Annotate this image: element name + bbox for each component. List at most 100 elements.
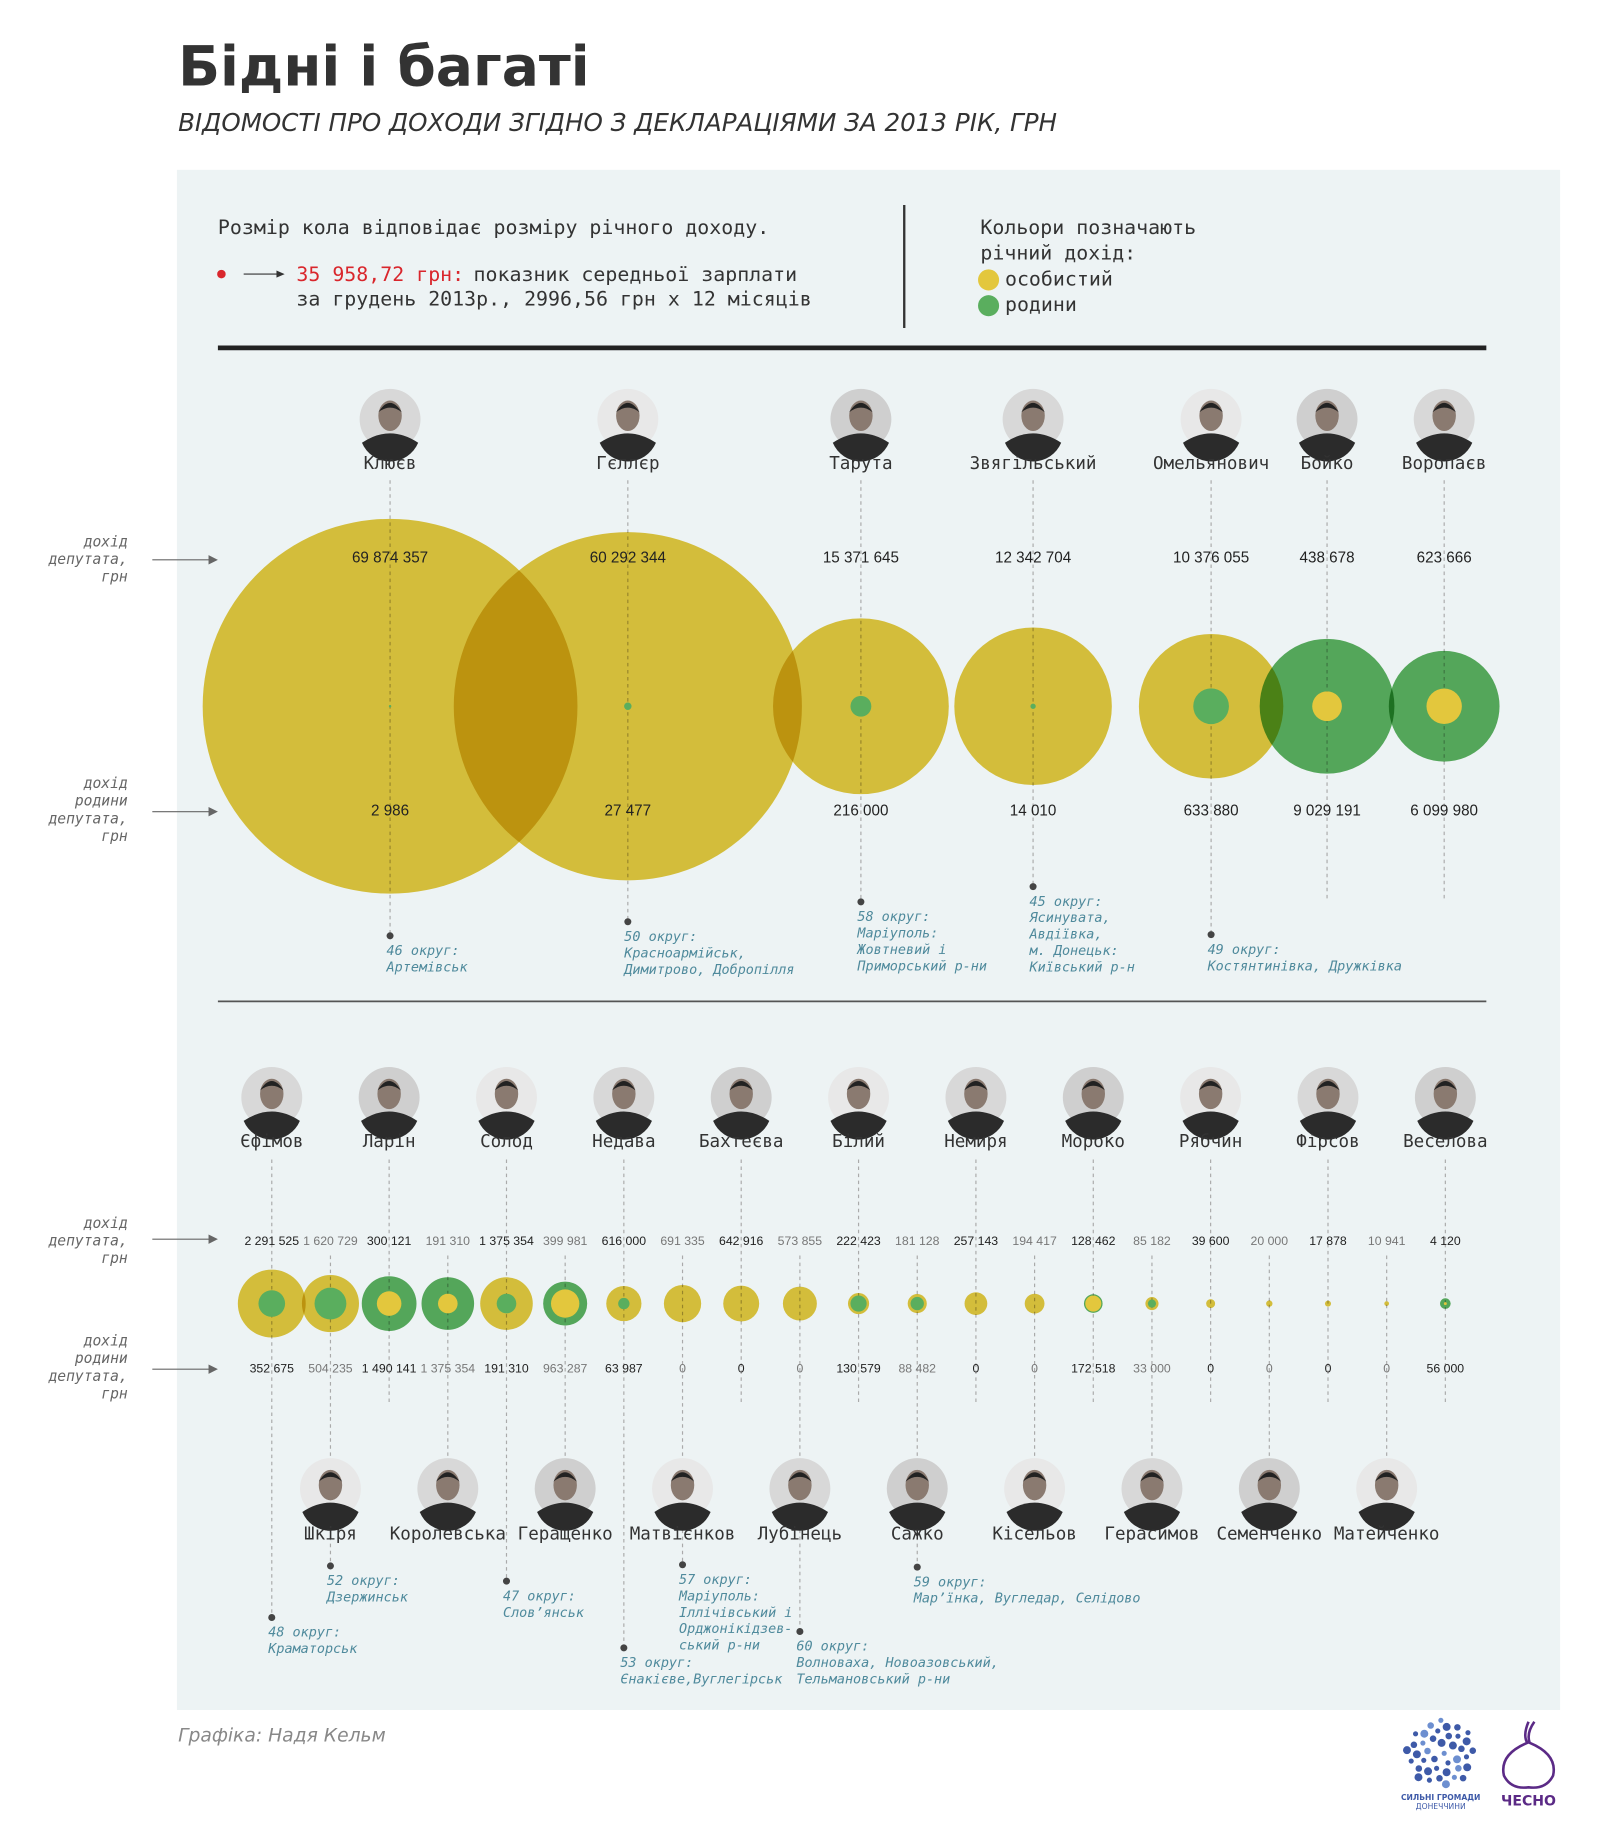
- photo-hair: [1140, 1472, 1164, 1482]
- photo-hair: [1315, 402, 1339, 413]
- district-dot: [502, 1577, 511, 1585]
- family-income: [1147, 1299, 1157, 1308]
- value-label: 128 462: [1071, 1234, 1116, 1248]
- value-label: 1 490 141: [362, 1361, 417, 1375]
- deputy-name: Герасимов: [1104, 1524, 1199, 1544]
- logo-dot: [1427, 1722, 1434, 1729]
- legend-text: показник середньої зарплати: [474, 263, 798, 286]
- value-label: 2 986: [371, 803, 409, 820]
- photo-hair: [1081, 1081, 1105, 1091]
- axis-label: грн: [101, 1385, 128, 1402]
- logo-dot: [1412, 1750, 1421, 1759]
- deputy-name: Недава: [592, 1132, 655, 1152]
- deputy-name: Ларін: [363, 1132, 416, 1152]
- photo-shoulders: [1416, 433, 1473, 462]
- photo-hair: [1316, 1081, 1340, 1091]
- deputy-name: Бахтеєва: [699, 1132, 784, 1152]
- value-label: 300 121: [367, 1234, 412, 1248]
- personal-income: [964, 1292, 988, 1315]
- logo-dot: [1453, 1755, 1462, 1764]
- district-label: Приморський р-ни: [856, 959, 987, 974]
- photo-shoulders: [361, 1111, 418, 1140]
- photo-hair: [964, 1081, 988, 1091]
- personal-income: [1443, 1302, 1447, 1306]
- photo: [945, 1066, 1007, 1140]
- value-label: 0: [796, 1361, 803, 1375]
- value-label: 0: [1325, 1361, 1332, 1375]
- logo-garlic: [1501, 1720, 1556, 1789]
- deputy-name: Семенченко: [1216, 1524, 1322, 1544]
- logo-text: ЧЕСНО: [1501, 1793, 1556, 1809]
- personal-income: [1312, 691, 1342, 722]
- photo-shoulders: [1123, 1502, 1181, 1531]
- value-label: 14 010: [1010, 803, 1057, 820]
- district-label: Ясинувата,: [1029, 911, 1111, 926]
- district-dot: [268, 1613, 276, 1621]
- subtitle: ВІДОМОСТІ ПРО ДОХОДИ ЗГІДНО З ДЕКЛАРАЦІЯ…: [178, 108, 1057, 137]
- logo-dot: [1455, 1733, 1461, 1739]
- photo-shoulders: [1006, 1502, 1063, 1531]
- photo-shoulders: [1358, 1502, 1415, 1531]
- arrow-head: [208, 1364, 218, 1374]
- photo-hair: [670, 1472, 695, 1482]
- district-label: Маріуполь:: [678, 1589, 760, 1604]
- logo-dot: [1429, 1735, 1437, 1742]
- photo-shoulders: [947, 1111, 1005, 1140]
- deputy-name: Солод: [480, 1132, 533, 1152]
- deputy-name: Королевська: [390, 1524, 506, 1544]
- value-label: 352 675: [250, 1361, 295, 1375]
- district-label: Артемівськ: [386, 960, 469, 975]
- district-label: Костянтинівка, Дружківка: [1207, 959, 1402, 974]
- logo-dot: [1458, 1745, 1465, 1753]
- photo-shoulders: [599, 433, 656, 462]
- photo-hair: [1374, 1472, 1399, 1482]
- district-label: Мар’їнка, Вугледар, Селідово: [913, 1592, 1141, 1607]
- logo-dot: [1424, 1767, 1433, 1776]
- axis-label: депутата,: [47, 810, 127, 827]
- deputy-name: Геращенко: [518, 1524, 613, 1544]
- value-label: 172 518: [1071, 1361, 1116, 1375]
- photo-hair: [1432, 402, 1456, 413]
- deputy-name: Лубінець: [758, 1524, 843, 1544]
- photo-shoulders: [1417, 1111, 1474, 1140]
- photo-shoulders: [1065, 1111, 1122, 1140]
- logo-dot: [1462, 1737, 1471, 1746]
- logo-text: СИЛЬНІ ГРОМАДИ: [1401, 1793, 1480, 1802]
- photo: [1356, 1458, 1418, 1531]
- logo-text: ДОНЕЧЧИНИ: [1416, 1802, 1466, 1811]
- logo-dot: [1437, 1738, 1446, 1747]
- value-label: 1 375 354: [479, 1234, 534, 1248]
- photo-shoulders: [713, 1111, 770, 1140]
- value-label: 573 855: [778, 1234, 823, 1248]
- photo-shoulders: [889, 1502, 946, 1531]
- family-income: [314, 1287, 347, 1320]
- value-label: 181 128: [895, 1234, 940, 1248]
- photo-shoulders: [361, 433, 419, 462]
- district-label: 48 округ:: [268, 1626, 341, 1641]
- photo: [828, 1066, 890, 1140]
- value-label: 191 310: [426, 1234, 471, 1248]
- value-label: 69 874 357: [352, 550, 428, 567]
- logo-dot: [1459, 1774, 1467, 1782]
- photo-hair: [1257, 1472, 1282, 1482]
- value-label: 642 916: [719, 1234, 764, 1248]
- district-label: Красноармійськ,: [623, 946, 746, 961]
- photo-hair: [318, 1472, 343, 1482]
- photo-shoulders: [478, 1111, 535, 1140]
- value-label: 257 143: [954, 1234, 999, 1248]
- value-label: 0: [679, 1361, 686, 1375]
- district-label: 47 округ:: [503, 1589, 576, 1604]
- photo: [1180, 388, 1242, 462]
- logo-dot: [1420, 1729, 1429, 1738]
- value-label: 39 600: [1192, 1234, 1230, 1248]
- personal-income: [1206, 1299, 1216, 1309]
- value-label: 0: [1266, 1361, 1273, 1375]
- value-label: 691 335: [660, 1234, 705, 1248]
- value-label: 633 880: [1184, 803, 1239, 820]
- value-label: 85 182: [1133, 1234, 1171, 1248]
- value-label: 0: [738, 1361, 745, 1375]
- photo-hair: [260, 1081, 284, 1091]
- district-label: 57 округ:: [679, 1573, 752, 1588]
- value-label: 438 678: [1300, 550, 1355, 567]
